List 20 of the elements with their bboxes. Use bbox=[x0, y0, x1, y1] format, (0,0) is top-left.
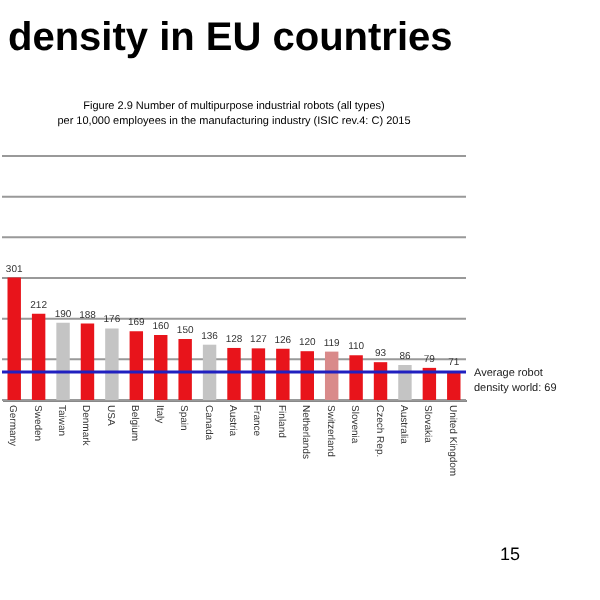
bar bbox=[7, 277, 21, 400]
bar bbox=[154, 334, 168, 400]
bar bbox=[276, 348, 290, 400]
bar bbox=[56, 322, 70, 400]
bar bbox=[227, 347, 241, 400]
bar bbox=[31, 313, 46, 400]
bar bbox=[251, 348, 266, 400]
bar bbox=[373, 362, 388, 400]
bar bbox=[398, 365, 412, 400]
bar bbox=[80, 323, 95, 400]
bar bbox=[105, 328, 119, 400]
bar bbox=[178, 339, 192, 400]
bar bbox=[202, 344, 217, 400]
bar bbox=[300, 351, 314, 400]
bar bbox=[324, 351, 339, 400]
text: 15 bbox=[499, 544, 520, 564]
bar bbox=[447, 371, 461, 400]
chart-title: density in EU countries bbox=[8, 16, 453, 62]
bar bbox=[129, 331, 144, 400]
bar bbox=[349, 355, 363, 400]
